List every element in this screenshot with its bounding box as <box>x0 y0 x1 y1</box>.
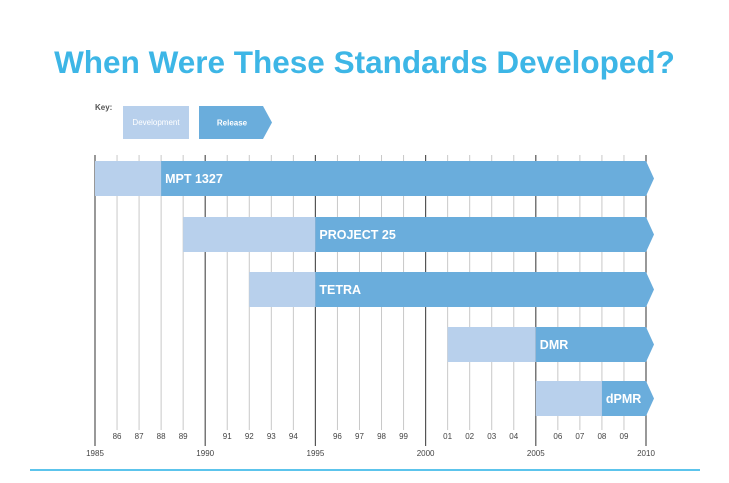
standard-label: DMR <box>540 338 568 352</box>
legend-release-swatch <box>199 106 272 139</box>
minor-tick-label: 93 <box>267 432 276 441</box>
development-bar <box>447 327 536 362</box>
minor-tick-label: 92 <box>245 432 254 441</box>
development-bar <box>95 161 162 196</box>
minor-tick-label: 94 <box>289 432 298 441</box>
standard-label: PROJECT 25 <box>319 228 395 242</box>
release-bar <box>161 161 654 196</box>
major-tick-label: 1990 <box>196 449 214 458</box>
development-bar <box>183 217 316 252</box>
minor-tick-label: 07 <box>575 432 584 441</box>
chart-title: When Were These Standards Developed? <box>54 44 675 80</box>
key-label: Key: <box>95 103 112 112</box>
minor-tick-label: 96 <box>333 432 342 441</box>
standard-label: dPMR <box>606 392 641 406</box>
legend-release-label: Release <box>217 119 248 128</box>
minor-tick-label: 01 <box>443 432 452 441</box>
minor-tick-label: 89 <box>179 432 188 441</box>
minor-tick-label: 86 <box>113 432 122 441</box>
minor-tick-label: 98 <box>377 432 386 441</box>
development-bar <box>535 381 602 416</box>
legend-development-swatch <box>123 106 189 139</box>
minor-tick-label: 91 <box>223 432 232 441</box>
major-tick-label: 2010 <box>637 449 655 458</box>
bottom-divider <box>30 469 700 471</box>
minor-tick-label: 03 <box>487 432 496 441</box>
development-bar <box>249 272 316 307</box>
minor-tick-label: 97 <box>355 432 364 441</box>
major-tick-label: 2005 <box>527 449 545 458</box>
release-bar <box>315 217 654 252</box>
release-bar <box>535 327 654 362</box>
major-tick-label: 1995 <box>307 449 325 458</box>
minor-tick-label: 08 <box>597 432 606 441</box>
minor-tick-label: 04 <box>509 432 518 441</box>
release-bar <box>601 381 654 416</box>
standard-label: TETRA <box>319 283 361 297</box>
major-tick-label: 2000 <box>417 449 435 458</box>
minor-tick-label: 99 <box>399 432 408 441</box>
minor-tick-label: 88 <box>157 432 166 441</box>
minor-tick-label: 06 <box>553 432 562 441</box>
standard-label: MPT 1327 <box>165 172 223 186</box>
minor-tick-label: 09 <box>620 432 629 441</box>
legend-development-label: Development <box>132 118 180 127</box>
minor-tick-label: 02 <box>465 432 474 441</box>
release-bar <box>315 272 654 307</box>
major-tick-label: 1985 <box>86 449 104 458</box>
minor-tick-label: 87 <box>135 432 144 441</box>
